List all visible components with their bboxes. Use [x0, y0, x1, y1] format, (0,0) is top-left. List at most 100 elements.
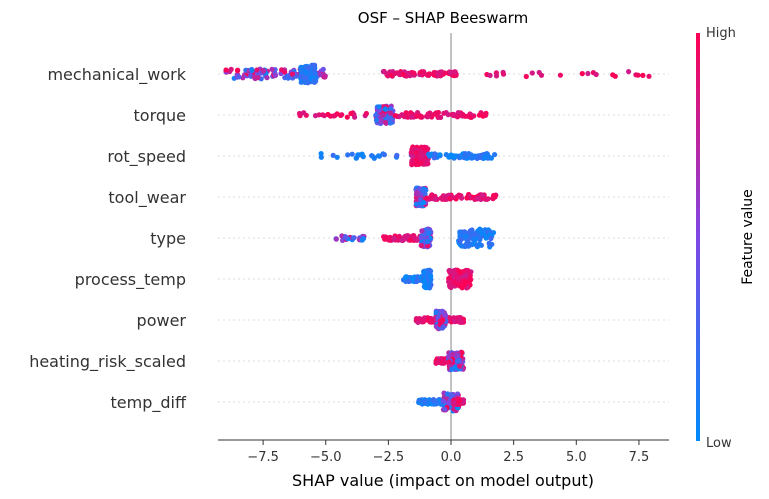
feature-label: type	[150, 229, 186, 248]
shap-dot	[255, 75, 261, 81]
shap-dot	[480, 192, 486, 198]
shap-dot	[413, 201, 419, 207]
shap-dot	[475, 195, 481, 201]
shap-dot	[311, 78, 317, 84]
shap-dot	[421, 278, 427, 284]
shap-dot	[298, 67, 304, 74]
shap-dot	[378, 117, 384, 123]
shap-dot	[406, 278, 412, 285]
shap-dot	[345, 152, 351, 158]
shap-dot	[455, 358, 461, 364]
shap-dot	[348, 110, 354, 117]
shap-dot	[420, 199, 427, 206]
shap-dot	[387, 120, 393, 126]
shap-dot	[352, 114, 358, 120]
shap-dot	[413, 149, 419, 156]
shap-dot	[417, 397, 423, 403]
shap-dot	[458, 319, 464, 325]
dot-cluster	[413, 315, 467, 325]
shap-dot	[457, 363, 463, 369]
shap-dot	[458, 237, 464, 243]
dot-cluster	[426, 151, 498, 161]
shap-dot	[446, 400, 452, 406]
shap-dot	[424, 72, 430, 78]
feature-label: mechanical_work	[47, 65, 186, 85]
shap-dot	[355, 152, 361, 158]
shap-dot	[462, 234, 468, 240]
shap-dot	[402, 233, 408, 239]
shap-dot	[448, 152, 454, 158]
shap-dot	[437, 69, 444, 75]
shap-dot	[269, 66, 275, 72]
shap-dot	[437, 152, 443, 158]
shap-dot	[408, 149, 414, 155]
shap-dot	[446, 279, 452, 285]
shap-dot	[451, 399, 457, 406]
shap-dot	[228, 66, 234, 72]
shap-dot	[396, 71, 402, 77]
shap-dot	[418, 235, 424, 241]
shap-dot	[376, 104, 382, 110]
dot-cluster	[296, 110, 369, 120]
shap-dot	[249, 67, 255, 74]
shap-dot	[279, 67, 285, 73]
shap-dot	[417, 70, 423, 76]
shap-dot	[300, 74, 306, 80]
dot-cluster	[333, 233, 367, 243]
shap-dot	[488, 235, 494, 242]
shap-dot	[426, 151, 432, 157]
dot-cluster	[380, 68, 459, 79]
shap-dot	[393, 113, 399, 119]
shap-dot	[433, 110, 439, 116]
shap-dot	[320, 112, 326, 118]
shap-dot	[418, 155, 424, 161]
shap-dot	[492, 152, 498, 158]
shap-dot	[493, 73, 500, 79]
shap-dot	[432, 151, 438, 157]
x-tick-label: 5.0	[566, 450, 587, 465]
shap-dot	[371, 155, 377, 161]
shap-dot	[450, 194, 456, 201]
shap-dot	[333, 236, 339, 242]
dot-cluster	[484, 69, 652, 80]
shap-dot	[477, 152, 484, 159]
shap-dot	[458, 154, 464, 160]
shap-dot	[411, 70, 417, 76]
shap-dot	[381, 152, 387, 158]
shap-dot	[330, 152, 336, 158]
chart-title: OSF – SHAP Beeswarm	[358, 9, 528, 27]
shap-dot	[529, 70, 535, 76]
shap-dot	[442, 312, 449, 318]
shap-dot	[318, 151, 324, 157]
shap-dot	[440, 324, 446, 330]
feature-label: heating_risk_scaled	[29, 352, 186, 372]
shap-dot	[320, 66, 326, 72]
shap-dot	[387, 106, 394, 112]
dot-cluster	[451, 396, 467, 407]
shap-dot	[234, 67, 241, 74]
shap-dot	[476, 242, 483, 248]
shap-dot	[305, 65, 312, 71]
colorbar-high-label: High	[706, 26, 736, 41]
dot-cluster	[298, 62, 319, 86]
shap-dot	[451, 69, 458, 75]
dot-cluster	[392, 109, 489, 120]
shap-dot	[373, 112, 379, 118]
shap-dot	[334, 154, 340, 160]
shap-dot	[380, 112, 386, 118]
shap-dot	[410, 275, 417, 281]
x-ticks: −7.5 −5.0 −2.5 0.0 2.5 5.0 7.5	[247, 440, 649, 465]
shap-dot	[454, 315, 460, 321]
shap-dot	[481, 227, 487, 234]
shap-dot	[451, 112, 457, 119]
shap-dot	[445, 112, 451, 118]
dot-cluster	[423, 191, 499, 202]
shap-dot	[409, 233, 415, 239]
shap-dot	[391, 235, 397, 241]
shap-dot	[428, 193, 434, 200]
shap-dot	[440, 317, 446, 323]
shap-dot	[579, 71, 585, 77]
shap-dot	[419, 228, 425, 234]
shap-dot	[382, 106, 388, 112]
